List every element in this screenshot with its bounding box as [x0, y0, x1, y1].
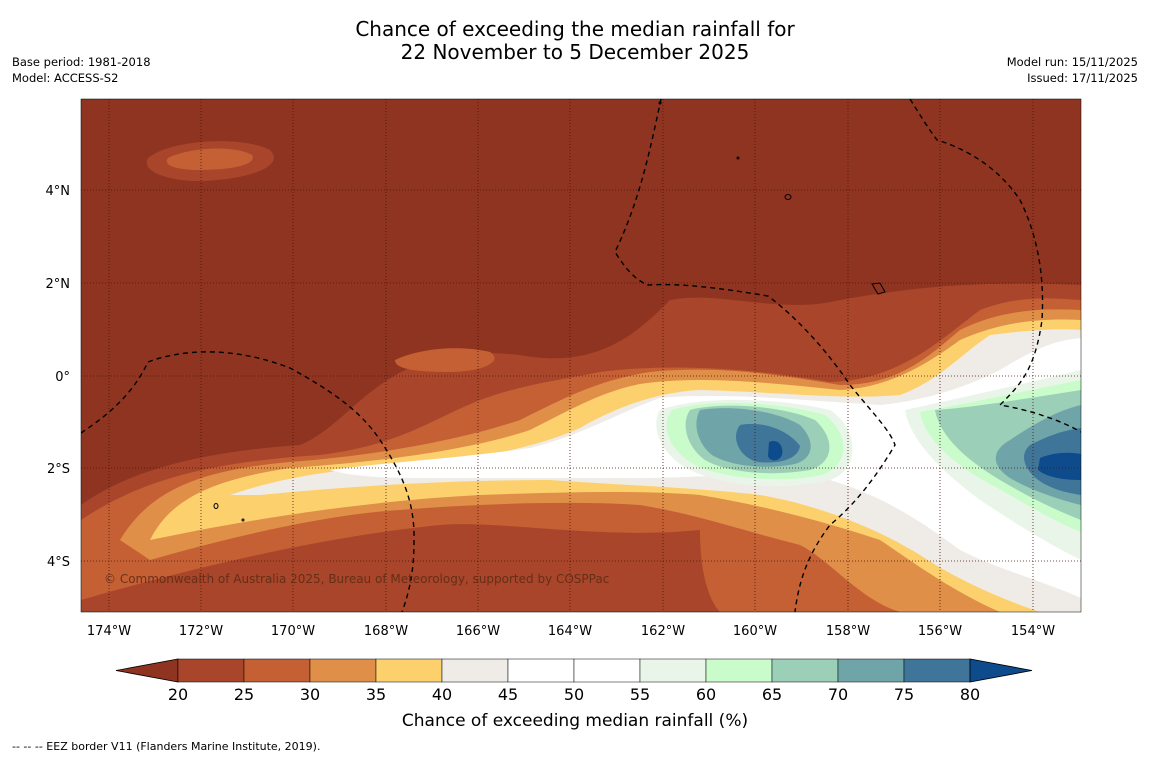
lon-label: 172°W — [179, 624, 223, 639]
colorbar-bin — [243, 658, 311, 683]
colorbar-bin — [903, 658, 971, 683]
lon-label: 154°W — [1011, 624, 1055, 639]
colorbar-tick-label: 75 — [894, 685, 914, 704]
colorbar-tick-label: 55 — [630, 685, 650, 704]
colorbar-tick-label: 25 — [234, 685, 254, 704]
base-period: Base period: 1981-2018 — [12, 55, 151, 69]
colorbar-tick-label: 65 — [762, 685, 782, 704]
colorbar-tick-label: 45 — [498, 685, 518, 704]
colorbar-tick-label: 70 — [828, 685, 848, 704]
lon-label: 166°W — [456, 624, 500, 639]
lat-label: 0° — [55, 370, 70, 385]
title-line-2: 22 November to 5 December 2025 — [400, 40, 750, 64]
colorbar-tick-label: 30 — [300, 685, 320, 704]
map-frame — [80, 98, 1082, 613]
colorbar-tick-label: 60 — [696, 685, 716, 704]
band-north-blob-inner — [166, 148, 253, 170]
colorbar-extend-low — [115, 658, 179, 683]
lon-labels: 174°W 172°W 170°W 168°W 166°W 164°W 162°… — [87, 624, 1055, 639]
model-run: Model run: 15/11/2025 — [1006, 55, 1138, 69]
eez-footnote: -- -- -- EEZ border V11 (Flanders Marine… — [12, 740, 321, 753]
lon-label: 156°W — [918, 624, 962, 639]
colorbar-bin — [705, 658, 773, 683]
colorbar-bin — [507, 658, 575, 683]
lat-label: 4°N — [46, 184, 71, 199]
lon-label: 158°W — [826, 624, 870, 639]
islands — [213, 101, 886, 522]
band-mid-west — [395, 348, 495, 372]
colorbar-tick-label: 20 — [168, 685, 188, 704]
colorbar-bin — [771, 658, 839, 683]
lat-label: 2°N — [46, 277, 71, 292]
colorbar-tick-label: 35 — [366, 685, 386, 704]
lat-labels: 4°N 2°N 0° 2°S 4°S — [46, 184, 71, 570]
colorbar-bin — [639, 658, 707, 683]
map-panel: © Commonwealth of Australia 2025, Bureau… — [81, 99, 1081, 612]
lat-label: 2°S — [47, 462, 70, 477]
lon-label: 160°W — [733, 624, 777, 639]
eez-borders — [81, 99, 1081, 612]
colorbar-bin — [837, 658, 905, 683]
colorbar-tick-label: 50 — [564, 685, 584, 704]
title-line-1: Chance of exceeding the median rainfall … — [355, 17, 795, 41]
colorbar-bin — [573, 658, 641, 683]
lon-label: 162°W — [641, 624, 685, 639]
lon-label: 170°W — [271, 624, 315, 639]
lon-label: 164°W — [548, 624, 592, 639]
lon-label: 174°W — [87, 624, 131, 639]
colorbar-bin — [375, 658, 443, 683]
chart-title: Chance of exceeding the median rainfall … — [0, 18, 1150, 64]
model-name: Model: ACCESS-S2 — [12, 71, 119, 85]
colorbar-tick-label: 40 — [432, 685, 452, 704]
lon-label: 168°W — [364, 624, 408, 639]
lat-label: 4°S — [47, 555, 70, 570]
colorbar-tick-label: 80 — [960, 685, 980, 704]
base-info: Base period: 1981-2018 Model: ACCESS-S2 — [12, 54, 151, 86]
colorbar-extend-high — [969, 658, 1033, 683]
copyright-notice: © Commonwealth of Australia 2025, Bureau… — [104, 572, 609, 586]
band-75 — [736, 423, 1081, 495]
colorbar-bin — [309, 658, 377, 683]
colorbar-label: Chance of exceeding median rainfall (%) — [402, 711, 748, 731]
run-info: Model run: 15/11/2025 Issued: 17/11/2025 — [1007, 54, 1138, 86]
colorbar-bin — [177, 658, 245, 683]
colorbar: 20 25 30 35 40 45 50 55 60 65 70 75 80 — [115, 658, 1033, 704]
band-70 — [696, 405, 1081, 505]
colorbar-bin — [441, 658, 509, 683]
issued-date: Issued: 17/11/2025 — [1027, 71, 1138, 85]
